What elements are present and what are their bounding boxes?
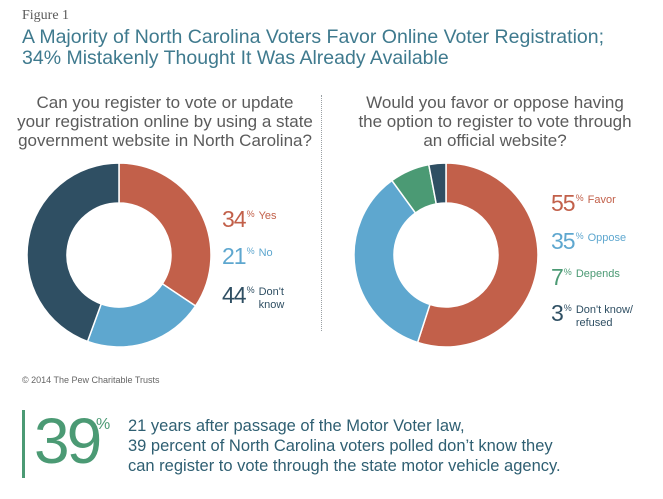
legend-value: 21 [222,243,247,269]
callout-accent-bar [22,410,25,478]
callout-line-3: can register to vote through the state m… [128,457,561,475]
donut-chart-register-online [26,162,212,348]
legend-percent-sign: % [246,246,255,256]
question-1-line-3: government website in North Carolina? [18,131,312,150]
slice-don-t-know-refused [427,162,447,205]
slice-yes [118,162,212,308]
figure-label: Figure 1 [22,8,70,23]
callout-text: 21 years after passage of the Motor Vote… [128,416,648,476]
title-line-1: A Majority of North Carolina Voters Favo… [22,26,605,48]
question-2-line-2: the option to register to vote through [358,112,632,131]
legend-item-depends: 7% Depends [551,264,620,290]
legend-item-don-t-know: 44% Don't know [222,284,284,312]
legend-label: Favor [587,194,616,206]
legend-label: Don't know [258,286,285,311]
legend-value: 34 [222,206,247,232]
legend-percent-sign: % [575,231,584,241]
figure-title: A Majority of North Carolina Voters Favo… [22,27,652,69]
legend-value: 3 [551,300,564,326]
legend-label: Oppose [587,232,627,244]
legend-value: 7 [551,264,564,290]
question-1-line-2: your registration online by using a stat… [17,112,313,131]
legend-item-yes: 34% Yes [222,206,277,232]
legend-percent-sign: % [246,285,255,295]
callout-number: 39 [34,405,102,477]
legend-item-oppose: 35% Oppose [551,228,627,254]
legend-label: Yes [258,210,277,222]
legend-percent-sign: % [246,209,255,219]
legend-item-don-t-know-refused: 3% Don't know/refused [551,302,633,330]
legend-label: Don't know/refused [575,304,633,329]
legend-percent-sign: % [563,303,572,313]
legend-percent-sign: % [575,193,584,203]
question-2-line-1: Would you favor or oppose having [366,93,624,112]
legend-item-no: 21% No [222,243,273,269]
title-line-2: 34% Mistakenly Thought It Was Already Av… [22,47,449,69]
legend-value: 44 [222,282,247,308]
legend-percent-sign: % [563,267,572,277]
slice-oppose [353,179,431,344]
legend-value: 55 [551,190,576,216]
question-2-line-3: an official website? [423,131,567,150]
callout-line-2: 39 percent of North Carolina voters poll… [128,437,553,455]
slice-favor [416,162,539,348]
callout-line-1: 21 years after passage of the Motor Vote… [128,417,465,435]
question-1-line-1: Can you register to vote or update [36,93,294,112]
donut-chart-favor-oppose [353,162,539,348]
question-2: Would you favor or oppose having the opt… [335,93,655,150]
legend-label: Depends [575,268,620,280]
copyright: © 2014 The Pew Charitable Trusts [22,375,160,385]
question-1: Can you register to vote or update your … [10,93,320,150]
callout-percent: % [96,416,111,433]
legend-value: 35 [551,228,576,254]
slice-don-t-know [26,162,120,343]
chart-divider [321,95,322,331]
legend-label: No [258,247,273,259]
legend-item-favor: 55% Favor [551,190,616,216]
